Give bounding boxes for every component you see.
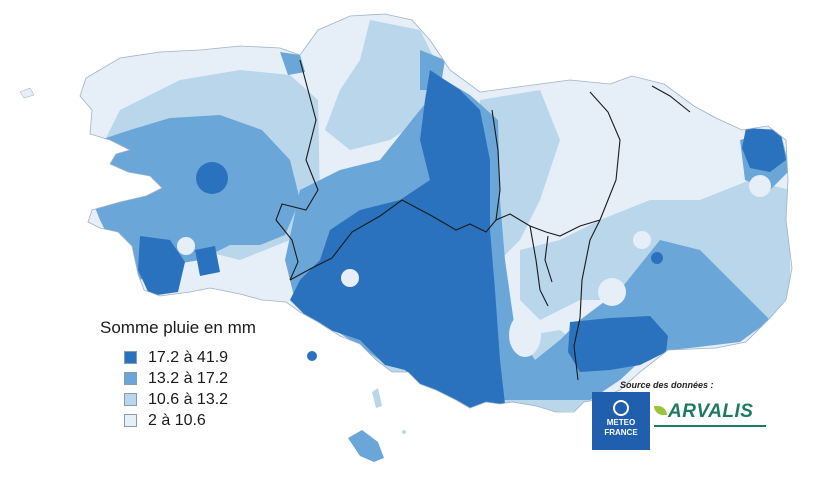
island-belle-ile xyxy=(348,430,384,462)
rain-zone-17-2-41-9 xyxy=(138,70,786,408)
legend-item: 2 à 10.6 xyxy=(124,410,256,431)
legend-swatch xyxy=(124,393,137,406)
legend-label: 2 à 10.6 xyxy=(148,411,206,429)
arvalis-underline xyxy=(654,425,766,427)
arvalis-text: ARVALIS xyxy=(668,401,754,422)
legend-title: Somme pluie en mm xyxy=(100,318,256,337)
meteo-france-icon xyxy=(613,400,629,416)
coastline xyxy=(79,13,793,413)
arvalis-logo: ARVALIS xyxy=(654,401,753,423)
legend-swatch xyxy=(124,414,137,427)
legend-item: 17.2 à 41.9 xyxy=(124,347,256,368)
legend-label: 10.6 à 13.2 xyxy=(148,390,229,408)
border-morbihan-north xyxy=(289,199,601,281)
meteo-line1: METEO xyxy=(606,418,636,427)
legend-item: 10.6 à 13.2 xyxy=(124,389,256,410)
legend-swatch xyxy=(124,372,137,385)
meteo-line2: FRANCE xyxy=(604,428,638,437)
rain-zone-spots-2-10-6 xyxy=(177,175,771,357)
legend-label: 13.2 à 17.2 xyxy=(148,369,229,387)
meteo-france-logo: METEO FRANCE xyxy=(592,392,650,450)
island-noirmoutier xyxy=(372,388,382,408)
border-finistere-cotes xyxy=(275,59,319,281)
department-borders xyxy=(275,59,691,381)
legend-item: 13.2 à 17.2 xyxy=(124,368,256,389)
islands xyxy=(19,87,406,462)
border-cotes-ille xyxy=(491,109,501,221)
island-yeu xyxy=(402,430,406,434)
border-mayenne xyxy=(544,235,553,283)
island-ouessant xyxy=(19,87,35,99)
border-manche-orne xyxy=(589,91,621,221)
border-east-sarthe xyxy=(573,219,601,381)
leaf-icon xyxy=(654,406,667,415)
border-calvados xyxy=(651,85,691,113)
border-loire-atl xyxy=(529,225,549,307)
legend-swatch xyxy=(124,351,137,364)
island-groix xyxy=(307,351,317,361)
legend-label: 17.2 à 41.9 xyxy=(148,348,229,366)
legend: Somme pluie en mm 17.2 à 41.9 13.2 à 17.… xyxy=(96,318,256,431)
source-caption: Source des données : xyxy=(620,380,714,390)
